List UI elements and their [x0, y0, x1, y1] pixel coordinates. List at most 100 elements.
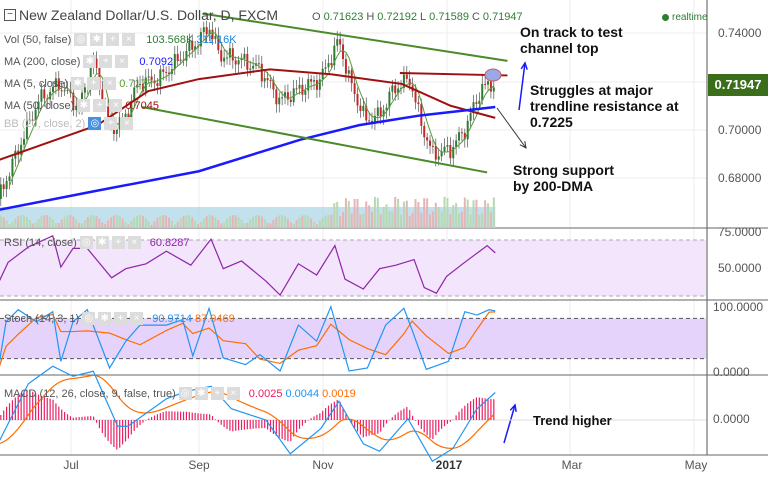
plus-icon[interactable]: +: [114, 312, 128, 325]
close-icon[interactable]: ×: [115, 55, 129, 68]
close-icon[interactable]: ×: [109, 99, 123, 112]
legend-bb[interactable]: BB (20, close, 2) ◎ + ×: [4, 117, 134, 130]
gear-icon[interactable]: ✱: [77, 99, 91, 112]
close-icon[interactable]: ×: [226, 387, 240, 400]
legend-label: Stoch (14, 3, 1): [4, 312, 80, 325]
close-icon[interactable]: ×: [122, 33, 136, 46]
candle: [34, 109, 37, 122]
candle: [194, 46, 197, 50]
collapse-icon[interactable]: −: [4, 9, 16, 21]
volume-bar: [89, 215, 92, 228]
plus-icon[interactable]: +: [99, 55, 113, 68]
legend-rsi[interactable]: RSI (14, close) ◎ ✱ + × 60.8287: [4, 236, 190, 249]
symbol-title: New Zealand Dollar/U.S. Dollar, D, FXCM: [19, 7, 279, 23]
candle: [168, 72, 171, 74]
legend-ma50[interactable]: MA (50, close) ✱ + × 0.7045: [4, 99, 159, 112]
volume-bar: [481, 213, 484, 228]
volume-bar: [487, 203, 490, 228]
volume-bar: [289, 222, 292, 228]
volume-bar: [368, 205, 371, 228]
volume-bar: [150, 224, 153, 228]
eye-icon[interactable]: ◎: [82, 312, 96, 325]
candle: [388, 91, 391, 108]
candle: [368, 120, 371, 122]
candle: [147, 76, 150, 78]
plus-icon[interactable]: +: [93, 99, 107, 112]
channel-upper-line: [202, 12, 508, 62]
last-price-tag: 0.71947: [708, 74, 768, 96]
eye-icon[interactable]: ◎: [178, 387, 192, 400]
vol-value: 103.568K: [146, 33, 194, 46]
legend-vol[interactable]: Vol (50, false) ◎ ✱ + × 103.568K 311.16K: [4, 33, 237, 46]
legend-stoch[interactable]: Stoch (14, 3, 1) ◎ ✱ + × 90.9714 87.9469: [4, 312, 235, 325]
macd-hist-value: 0.0025: [248, 387, 283, 400]
volume-bar: [269, 223, 272, 228]
title-row: − New Zealand Dollar/U.S. Dollar, D, FXC…: [4, 7, 278, 23]
close-icon[interactable]: ×: [120, 117, 134, 130]
volume-bar: [130, 220, 133, 228]
close-icon[interactable]: ×: [103, 77, 117, 90]
plus-icon[interactable]: +: [106, 33, 120, 46]
down-arrow: [496, 107, 527, 149]
legend-label: MA (5, close): [4, 77, 69, 90]
candle: [124, 113, 127, 120]
gear-icon[interactable]: ✱: [98, 312, 112, 325]
candle: [304, 90, 307, 95]
volume-bar: [240, 219, 243, 228]
candle: [275, 89, 278, 105]
volume-bar: [199, 222, 202, 228]
candle: [115, 129, 118, 134]
plus-icon[interactable]: +: [104, 117, 118, 130]
candle: [156, 83, 159, 87]
candle: [240, 58, 243, 61]
candle: [347, 70, 350, 74]
candle: [481, 83, 484, 101]
volume-bar: [423, 198, 426, 228]
legend-ma200[interactable]: MA (200, close) ✱ + × 0.7092: [4, 55, 173, 68]
volume-bar: [226, 219, 229, 228]
eye-icon[interactable]: ◎: [79, 236, 93, 249]
volume-bar: [321, 217, 324, 228]
volume-bar: [257, 215, 260, 228]
open-value: 0.71623: [323, 11, 364, 23]
gear-icon[interactable]: ✱: [71, 77, 85, 90]
close-icon[interactable]: ×: [130, 312, 144, 325]
gear-icon[interactable]: ✱: [90, 33, 104, 46]
legend-ma5[interactable]: MA (5, close) ✱ + × 0.7177: [4, 77, 153, 90]
candle: [426, 137, 429, 141]
candle: [118, 117, 121, 130]
volume-bar: [69, 215, 72, 228]
candle: [43, 89, 46, 99]
gear-icon[interactable]: ✱: [194, 387, 208, 400]
plus-icon[interactable]: +: [87, 77, 101, 90]
volume-bar: [205, 216, 208, 228]
candle: [220, 50, 223, 62]
volume-bar: [429, 214, 432, 228]
candle: [269, 80, 272, 82]
volume-bar: [197, 224, 200, 228]
volume-bar: [20, 215, 23, 228]
candle: [31, 119, 34, 122]
eye-icon[interactable]: ◎: [88, 117, 102, 130]
plus-icon[interactable]: +: [111, 236, 125, 249]
eye-icon[interactable]: ◎: [74, 33, 88, 46]
macd-line: [0, 365, 496, 463]
ma50-line: [0, 68, 496, 161]
close-icon[interactable]: ×: [127, 236, 141, 249]
gear-icon[interactable]: ✱: [95, 236, 109, 249]
candle: [344, 59, 347, 74]
volume-bar: [255, 215, 258, 228]
volume-bar: [313, 221, 316, 228]
stoch-k-value: 90.9714: [152, 312, 192, 325]
gear-icon[interactable]: ✱: [83, 55, 97, 68]
candle: [478, 100, 481, 104]
legend-macd[interactable]: MACD (12, 26, close, 9, false, true) ◎ ✱ + ×…: [4, 387, 356, 400]
y-tick: 0.70000: [718, 123, 762, 137]
plus-icon[interactable]: +: [210, 387, 224, 400]
candle: [466, 120, 469, 140]
candle: [173, 53, 176, 70]
volume-bar: [54, 223, 57, 228]
candle: [356, 94, 359, 106]
open-label: O: [312, 11, 321, 23]
